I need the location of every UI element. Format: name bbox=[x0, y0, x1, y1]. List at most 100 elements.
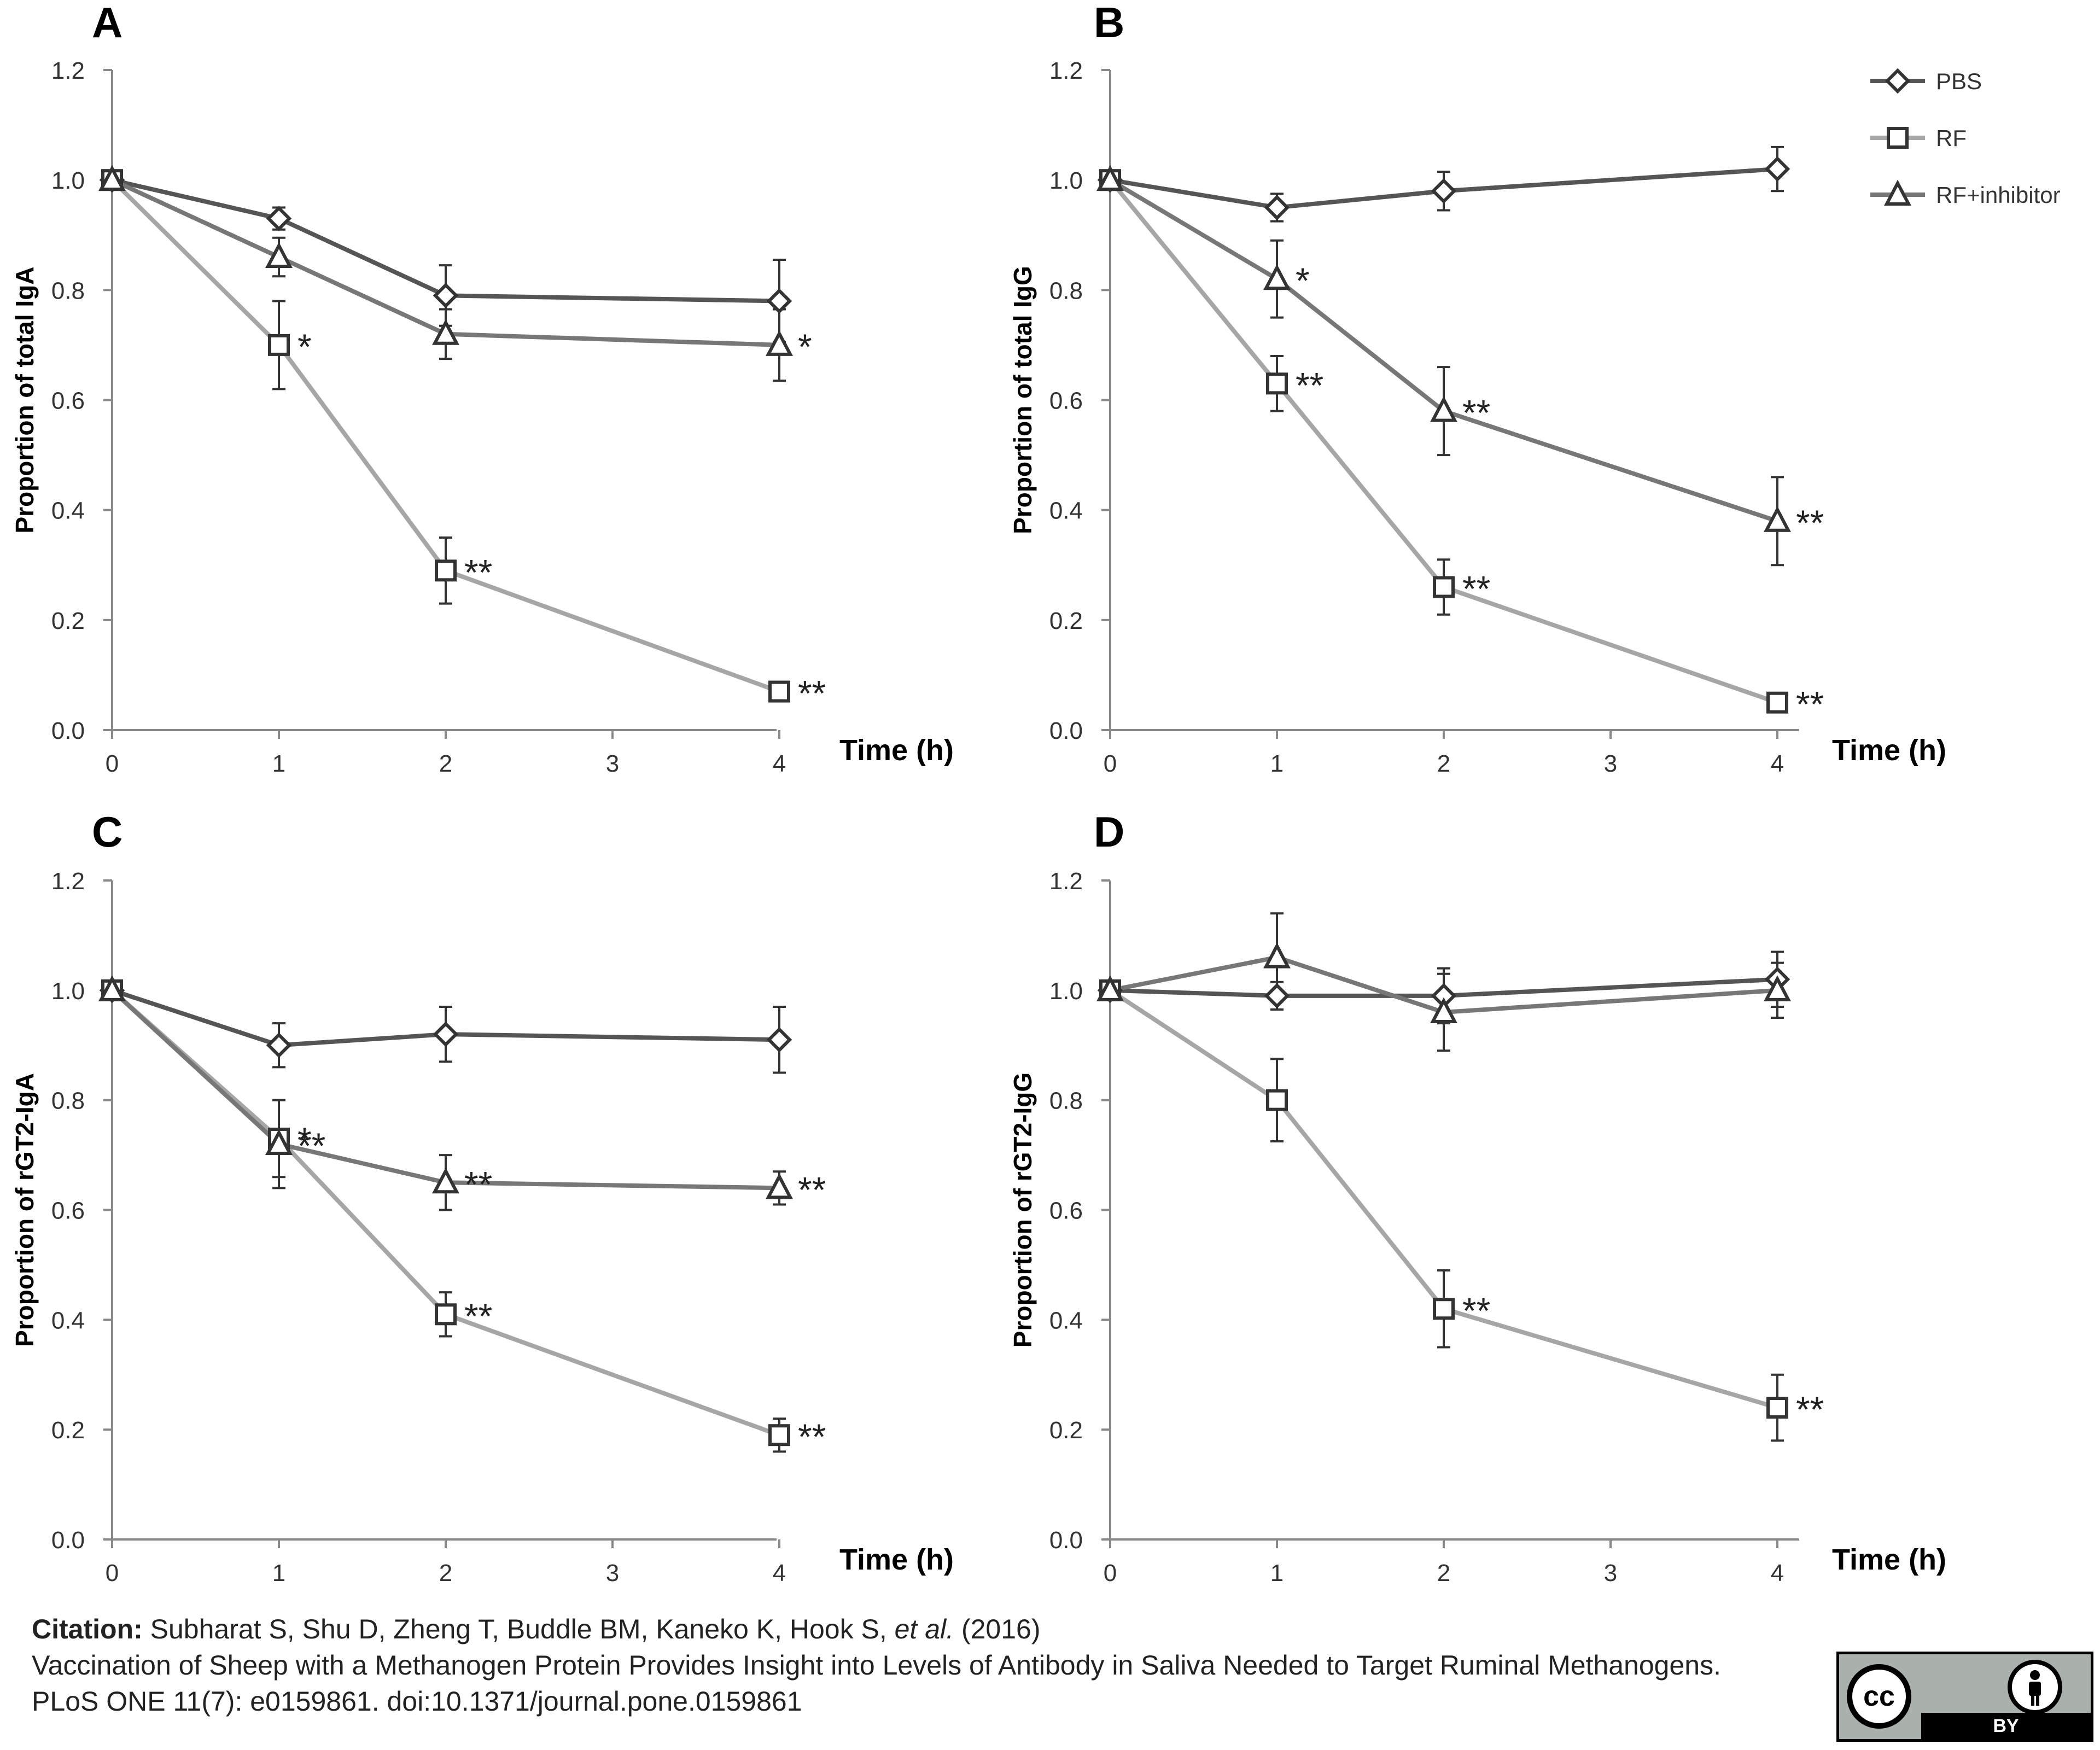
data-point-rf-inhibitor bbox=[1096, 165, 1124, 191]
significance-label: ** bbox=[298, 1125, 325, 1166]
y-axis-label: Proportion of rGT2-IgG bbox=[1008, 1072, 1037, 1348]
x-tick-label: 3 bbox=[1604, 750, 1617, 777]
series-line-pbs bbox=[112, 178, 780, 304]
citation-label: Citation: bbox=[32, 1614, 143, 1644]
x-axis-label: Time (h) bbox=[839, 734, 954, 767]
data-point-rf-inhibitor bbox=[766, 1172, 793, 1199]
x-tick-label: 1 bbox=[272, 1560, 285, 1586]
y-tick-label: 0.4 bbox=[1049, 1307, 1083, 1334]
significance-label: * bbox=[1296, 260, 1310, 301]
citation-etal: et al. bbox=[894, 1614, 954, 1644]
y-axis-label: Proportion of total IgA bbox=[10, 266, 39, 533]
significance-label: ** bbox=[1296, 365, 1323, 405]
data-point-rf-inhibitor bbox=[766, 330, 793, 356]
y-tick-label: 0.6 bbox=[1049, 388, 1083, 415]
y-tick-label: 0.2 bbox=[51, 608, 85, 634]
citation-line-1: Citation: Subharat S, Shu D, Zheng T, Bu… bbox=[32, 1611, 1782, 1647]
y-tick-label: 0.6 bbox=[51, 388, 85, 415]
y-tick-label: 1.0 bbox=[51, 978, 85, 1005]
data-point-rf bbox=[768, 1424, 790, 1446]
x-tick-label: 0 bbox=[106, 750, 119, 777]
significance-label: ** bbox=[798, 673, 826, 714]
data-point-pbs bbox=[433, 1021, 459, 1047]
data-point-rf-inhibitor bbox=[1096, 975, 1124, 1001]
data-point-rf-inhibitor bbox=[1263, 942, 1291, 969]
legend-marker-rf-inhibitor bbox=[1884, 179, 1911, 206]
data-point-rf-inhibitor bbox=[1263, 264, 1291, 290]
data-point-rf bbox=[1266, 1089, 1288, 1111]
y-tick-label: 0.0 bbox=[51, 718, 85, 744]
y-tick-label: 0.2 bbox=[1049, 1417, 1083, 1444]
y-tick-label: 0.4 bbox=[1049, 498, 1083, 524]
data-point-rf-inhibitor bbox=[432, 1167, 459, 1194]
citation-journal: PLoS ONE 11(7): e0159861. doi:10.1371/jo… bbox=[32, 1686, 802, 1717]
y-tick-label: 0.4 bbox=[51, 1307, 85, 1334]
by-label: BY bbox=[1921, 1713, 2091, 1739]
series-line-rf-inhibitor bbox=[1110, 955, 1778, 1014]
series-line-rf bbox=[1108, 178, 1778, 705]
series-line-rf-inhibitor bbox=[110, 988, 780, 1191]
chart-panel-b: B 0.0 0.2 0.4 0.6 0.8 1.0 1.2 0 1 2 3 4 Proportion of… bbox=[1008, 0, 1946, 777]
figure: A 0.0 0.2 0.4 0.6 0.8 1.0 1.2 0 1 2 3 4 Proportion of… bbox=[10, 0, 2061, 1586]
significance-label: ** bbox=[464, 552, 492, 592]
data-point-pbs bbox=[766, 288, 792, 314]
x-tick-label: 1 bbox=[272, 750, 285, 777]
y-tick-label: 1.0 bbox=[1049, 978, 1083, 1005]
data-point-rf bbox=[768, 680, 790, 703]
y-axis-label: Proportion of rGT2-IgA bbox=[10, 1073, 39, 1347]
y-tick-label: 1.2 bbox=[1049, 868, 1083, 895]
y-tick-label: 0.2 bbox=[1049, 608, 1083, 634]
data-point-pbs bbox=[1431, 178, 1457, 204]
data-point-pbs bbox=[266, 206, 292, 231]
series-line-pbs bbox=[111, 988, 780, 1048]
data-point-rf bbox=[435, 1303, 457, 1326]
x-tick-label: 1 bbox=[1270, 1560, 1284, 1586]
significance-label: ** bbox=[798, 1416, 826, 1457]
data-point-rf-inhibitor bbox=[1764, 975, 1791, 1001]
x-tick-label: 2 bbox=[439, 1560, 452, 1586]
data-point-rf bbox=[1433, 1298, 1455, 1320]
y-tick-label: 0.6 bbox=[1049, 1198, 1083, 1224]
legend: PBS RF RF+inhibitor bbox=[1870, 68, 2061, 208]
x-tick-label: 2 bbox=[1437, 1560, 1450, 1586]
series-line-rf-inhibitor bbox=[1109, 178, 1778, 523]
y-tick-label: 0.0 bbox=[1049, 718, 1083, 744]
y-tick-label: 1.2 bbox=[51, 57, 85, 84]
legend-label: RF bbox=[1936, 125, 1967, 151]
x-tick-label: 4 bbox=[1771, 750, 1784, 777]
data-point-rf-inhibitor bbox=[1430, 396, 1457, 422]
data-point-rf-inhibitor bbox=[98, 975, 126, 1001]
data-point-rf-inhibitor bbox=[265, 242, 293, 268]
significance-label: ** bbox=[464, 1164, 492, 1204]
data-point-pbs bbox=[1264, 195, 1290, 220]
data-point-rf bbox=[435, 559, 457, 582]
y-axis-label: Proportion of total IgG bbox=[1008, 266, 1037, 534]
series-line-rf-inhibitor bbox=[111, 178, 780, 347]
x-tick-label: 4 bbox=[773, 1560, 786, 1586]
series-line-rf bbox=[1109, 988, 1778, 1410]
citation-year: (2016) bbox=[961, 1614, 1041, 1644]
data-point-pbs bbox=[433, 283, 459, 308]
cc-icon: cc bbox=[1847, 1664, 1911, 1729]
x-tick-label: 3 bbox=[606, 750, 619, 777]
significance-label: ** bbox=[798, 1169, 826, 1210]
significance-label: * bbox=[298, 1120, 312, 1160]
x-tick-label: 0 bbox=[1104, 1560, 1117, 1586]
y-tick-label: 0.0 bbox=[1049, 1527, 1083, 1554]
data-point-rf bbox=[268, 334, 290, 356]
significance-label: ** bbox=[464, 1296, 492, 1336]
data-point-rf-inhibitor bbox=[1430, 997, 1457, 1023]
y-tick-label: 0.2 bbox=[51, 1417, 85, 1444]
significance-label: ** bbox=[1462, 393, 1490, 433]
x-tick-label: 0 bbox=[1104, 750, 1117, 777]
y-tick-label: 0.8 bbox=[1049, 1088, 1083, 1115]
data-point-pbs bbox=[266, 1032, 292, 1058]
y-tick-label: 1.2 bbox=[1049, 57, 1083, 84]
y-tick-label: 1.0 bbox=[51, 167, 85, 194]
y-tick-label: 0.8 bbox=[51, 277, 85, 304]
x-tick-label: 2 bbox=[439, 750, 452, 777]
panel-letter: A bbox=[92, 0, 122, 46]
data-point-rf-inhibitor bbox=[432, 319, 459, 345]
panel-letter: D bbox=[1094, 808, 1124, 856]
significance-label: ** bbox=[1462, 1290, 1490, 1331]
